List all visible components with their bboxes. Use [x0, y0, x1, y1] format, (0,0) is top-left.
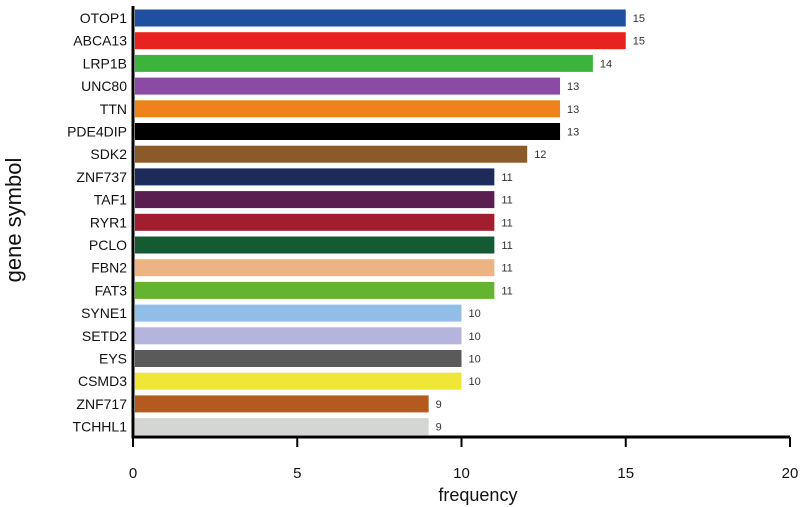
category-label: FBN2 — [91, 260, 127, 276]
bar-taf1 — [135, 191, 495, 209]
bars-group — [135, 9, 626, 436]
bar-ttn — [135, 100, 561, 118]
category-label: LRP1B — [83, 55, 127, 71]
category-label: PDE4DIP — [67, 124, 127, 140]
bar-tchhl1 — [135, 418, 429, 436]
bar-fbn2 — [135, 259, 495, 277]
category-label: FAT3 — [95, 282, 128, 298]
category-label: PCLO — [89, 237, 127, 253]
value-label: 11 — [501, 217, 512, 229]
bar-setd2 — [135, 327, 462, 345]
x-tick-label: 20 — [782, 465, 799, 482]
value-label: 15 — [633, 13, 645, 25]
value-label: 11 — [501, 240, 512, 252]
value-label: 9 — [436, 399, 442, 411]
value-label: 11 — [501, 285, 512, 297]
value-label: 9 — [436, 422, 442, 434]
bar-ryr1 — [135, 213, 495, 231]
category-label: CSMD3 — [78, 373, 127, 389]
x-tick-label: 10 — [453, 465, 470, 482]
category-label: EYS — [99, 351, 127, 367]
value-label: 10 — [469, 331, 481, 343]
category-label: ZNF737 — [76, 169, 127, 185]
bar-fat3 — [135, 281, 495, 299]
category-label: UNC80 — [81, 78, 127, 94]
y-axis-title: gene symbol — [1, 158, 26, 283]
bar-lrp1b — [135, 54, 593, 72]
category-labels-group: OTOP1 ABCA13 LRP1B UNC80 TTN PDE4DIP SDK2 ZNF73… — [67, 10, 127, 435]
category-label: SDK2 — [90, 146, 127, 162]
category-label: RYR1 — [90, 214, 127, 230]
bar-eys — [135, 350, 462, 367]
category-label: TTN — [100, 101, 127, 117]
value-label: 14 — [600, 58, 612, 70]
x-tick-label: 5 — [293, 465, 301, 482]
value-label: 10 — [469, 376, 481, 388]
value-label: 13 — [567, 81, 579, 93]
category-label: SYNE1 — [81, 305, 127, 321]
category-label: TAF1 — [94, 192, 127, 208]
value-label: 13 — [567, 127, 579, 139]
x-tick-label: 15 — [617, 465, 634, 482]
bar-sdk2 — [135, 145, 528, 163]
value-label: 15 — [633, 36, 645, 48]
value-label: 10 — [469, 354, 481, 366]
bar-pclo — [135, 236, 495, 254]
category-label: SETD2 — [82, 328, 127, 344]
value-label: 11 — [501, 172, 512, 184]
value-label: 12 — [534, 149, 546, 161]
value-label: 11 — [501, 263, 512, 275]
bar-csmd3 — [135, 372, 462, 390]
category-label: ZNF717 — [76, 396, 127, 412]
x-axis-title: frequency — [438, 485, 517, 505]
bar-unc80 — [135, 77, 561, 95]
x-ticks-group: 0 5 10 15 20 — [129, 437, 799, 482]
value-label: 11 — [501, 195, 512, 207]
value-label: 10 — [469, 308, 481, 320]
bar-pde4dip — [135, 123, 561, 140]
x-tick-label: 0 — [129, 465, 137, 482]
value-label: 13 — [567, 104, 579, 116]
category-label: TCHHL1 — [73, 419, 128, 435]
bar-znf717 — [135, 395, 429, 413]
category-label: OTOP1 — [80, 10, 127, 26]
bar-otop1 — [135, 9, 626, 27]
bar-znf737 — [135, 168, 495, 186]
category-label: ABCA13 — [73, 33, 127, 49]
bar-abca13 — [135, 32, 626, 50]
value-labels-group: 15 15 14 13 13 13 12 11 11 11 11 11 11 10 10 10 10 9 9 — [436, 13, 645, 434]
bar-syne1 — [135, 304, 462, 322]
